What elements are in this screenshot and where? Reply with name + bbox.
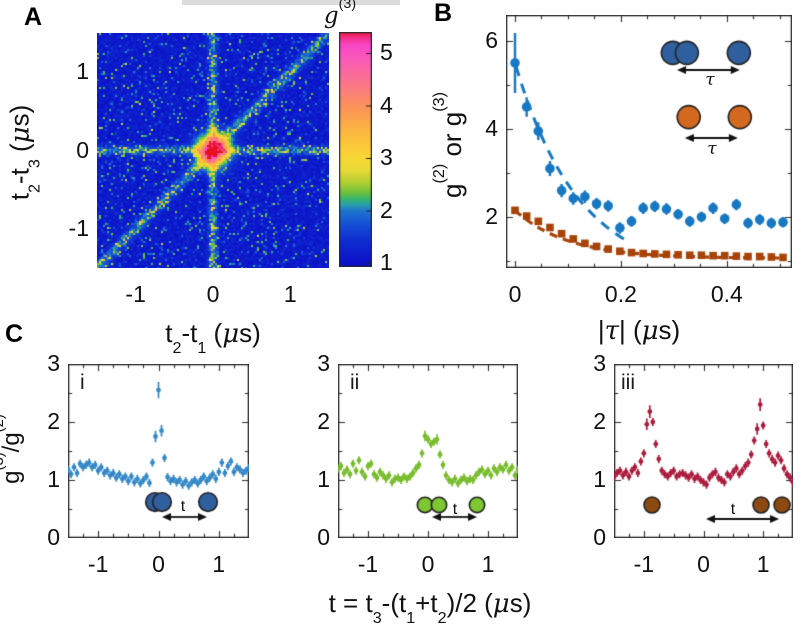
panel-c-ii-plot-canvas: [338, 364, 518, 538]
tick-label: 2: [380, 196, 393, 223]
tick-label: 0: [206, 281, 220, 307]
tick-label: 1: [76, 58, 89, 85]
panel-a-y-axis-label: t2-t3 (μs): [4, 104, 44, 201]
scan-artifact: [182, 0, 400, 5]
tick-label: -1: [68, 214, 89, 241]
tick-label: -1: [633, 551, 655, 577]
tick-label: 1: [47, 466, 60, 492]
inset-t-label-ii: t: [452, 501, 458, 518]
tick-label: 2: [47, 408, 60, 434]
inset-tau-label-orange: τ: [707, 139, 717, 159]
tick-label: 1: [593, 466, 606, 492]
tick-label: 2: [485, 202, 498, 229]
subpanel-label-iii: iii: [621, 371, 635, 394]
tick-label: 0: [697, 551, 710, 577]
panel-b-x-axis-label: |τ| (μs): [597, 315, 681, 346]
inset-t-label-iii: t: [730, 501, 736, 518]
panel-a-colorbar-canvas: [339, 32, 372, 267]
tick-label: 1: [756, 551, 770, 577]
tick-label: 4: [485, 114, 498, 141]
tick-label: 1: [317, 466, 330, 492]
panel-label-c: C: [5, 320, 24, 348]
tick-label: 2: [317, 408, 330, 434]
tick-label: 2: [593, 408, 606, 434]
panel-a-x-axis-label: t2-t1 (μs): [165, 318, 261, 357]
inset-tau-label-blue: τ: [705, 70, 715, 90]
tick-label: 3: [317, 350, 330, 376]
panel-c-i-plot-canvas: [68, 364, 249, 538]
tick-label: 0: [317, 524, 330, 550]
tick-label: 0.2: [604, 281, 637, 307]
tick-label: 0: [152, 551, 165, 577]
subpanel-label-i: i: [80, 371, 85, 394]
tick-label: 1: [380, 249, 393, 275]
panel-c-y-axis-label: g(3)/g(2): [0, 414, 25, 484]
tick-label: 0: [421, 551, 435, 577]
tick-label: 0.4: [710, 281, 743, 307]
tick-label: 6: [485, 26, 498, 53]
tick-label: 4: [380, 91, 393, 118]
tick-label: 3: [380, 144, 393, 170]
colorbar-title: g(3): [323, 0, 357, 29]
tick-label: -1: [125, 281, 146, 307]
panel-c-iii-plot-canvas: [614, 364, 793, 538]
panel-label-a: A: [24, 3, 43, 31]
subpanel-label-ii: ii: [350, 371, 360, 394]
tick-label: 1: [283, 281, 297, 307]
tick-label: 3: [593, 350, 606, 376]
inset-t-label-i: t: [180, 498, 186, 515]
panel-label-b: B: [434, 0, 453, 27]
tick-label: 3: [47, 350, 60, 376]
tick-label: -1: [87, 551, 109, 577]
tick-label: 5: [380, 39, 393, 65]
panel-b-plot-canvas: [506, 15, 792, 268]
tick-label: 0: [47, 524, 60, 550]
tick-label: 0: [593, 524, 606, 550]
panel-a-heatmap-canvas: [97, 33, 329, 268]
tick-label: 1: [212, 551, 226, 577]
tick-label: -1: [357, 551, 379, 577]
panel-c-x-axis-label: t = t3-(t1+t2)/2 (μs): [328, 588, 532, 627]
tick-label: 1: [481, 551, 495, 577]
tick-label: 0: [76, 136, 89, 163]
tick-label: 0: [508, 281, 522, 307]
